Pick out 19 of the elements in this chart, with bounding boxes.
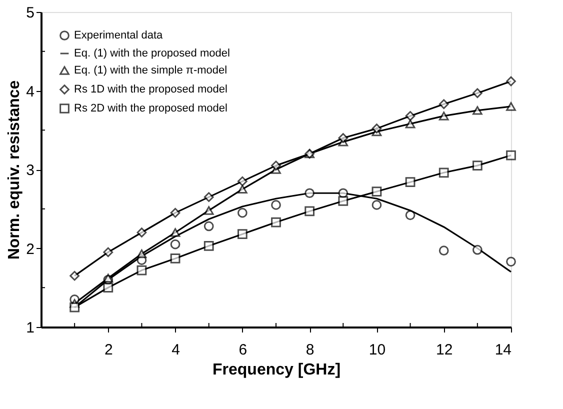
x-tick-label: 14 [494, 342, 512, 358]
y-tick-label: 1 [26, 320, 34, 336]
y-tick-label: 4 [26, 83, 34, 100]
y-tick-label: 2 [26, 240, 34, 258]
legend-label: Eq. (1) with the proposed model [74, 48, 230, 60]
x-tick-label: 4 [172, 342, 180, 358]
x-tick-label: 10 [368, 342, 386, 358]
x-tick-label: 2 [104, 342, 113, 358]
legend-label: Rs 1D with the proposed model [74, 84, 228, 96]
y-tick-label: 3 [26, 162, 34, 179]
x-tick-label: 6 [238, 342, 248, 358]
legend-label: Eq. (1) with the simple π-model [74, 64, 228, 76]
legend-label: Rs 2D with the proposed model [74, 102, 228, 114]
y-axis-title: Norm. equiv. resistance [6, 80, 24, 260]
y-tick-label: 5 [26, 4, 34, 22]
x-tick-label: 8 [306, 342, 314, 358]
x-axis-title: Frequency [GHz] [212, 362, 341, 378]
legend-label: Experimental data [74, 30, 164, 42]
x-tick-label: 12 [436, 342, 453, 358]
